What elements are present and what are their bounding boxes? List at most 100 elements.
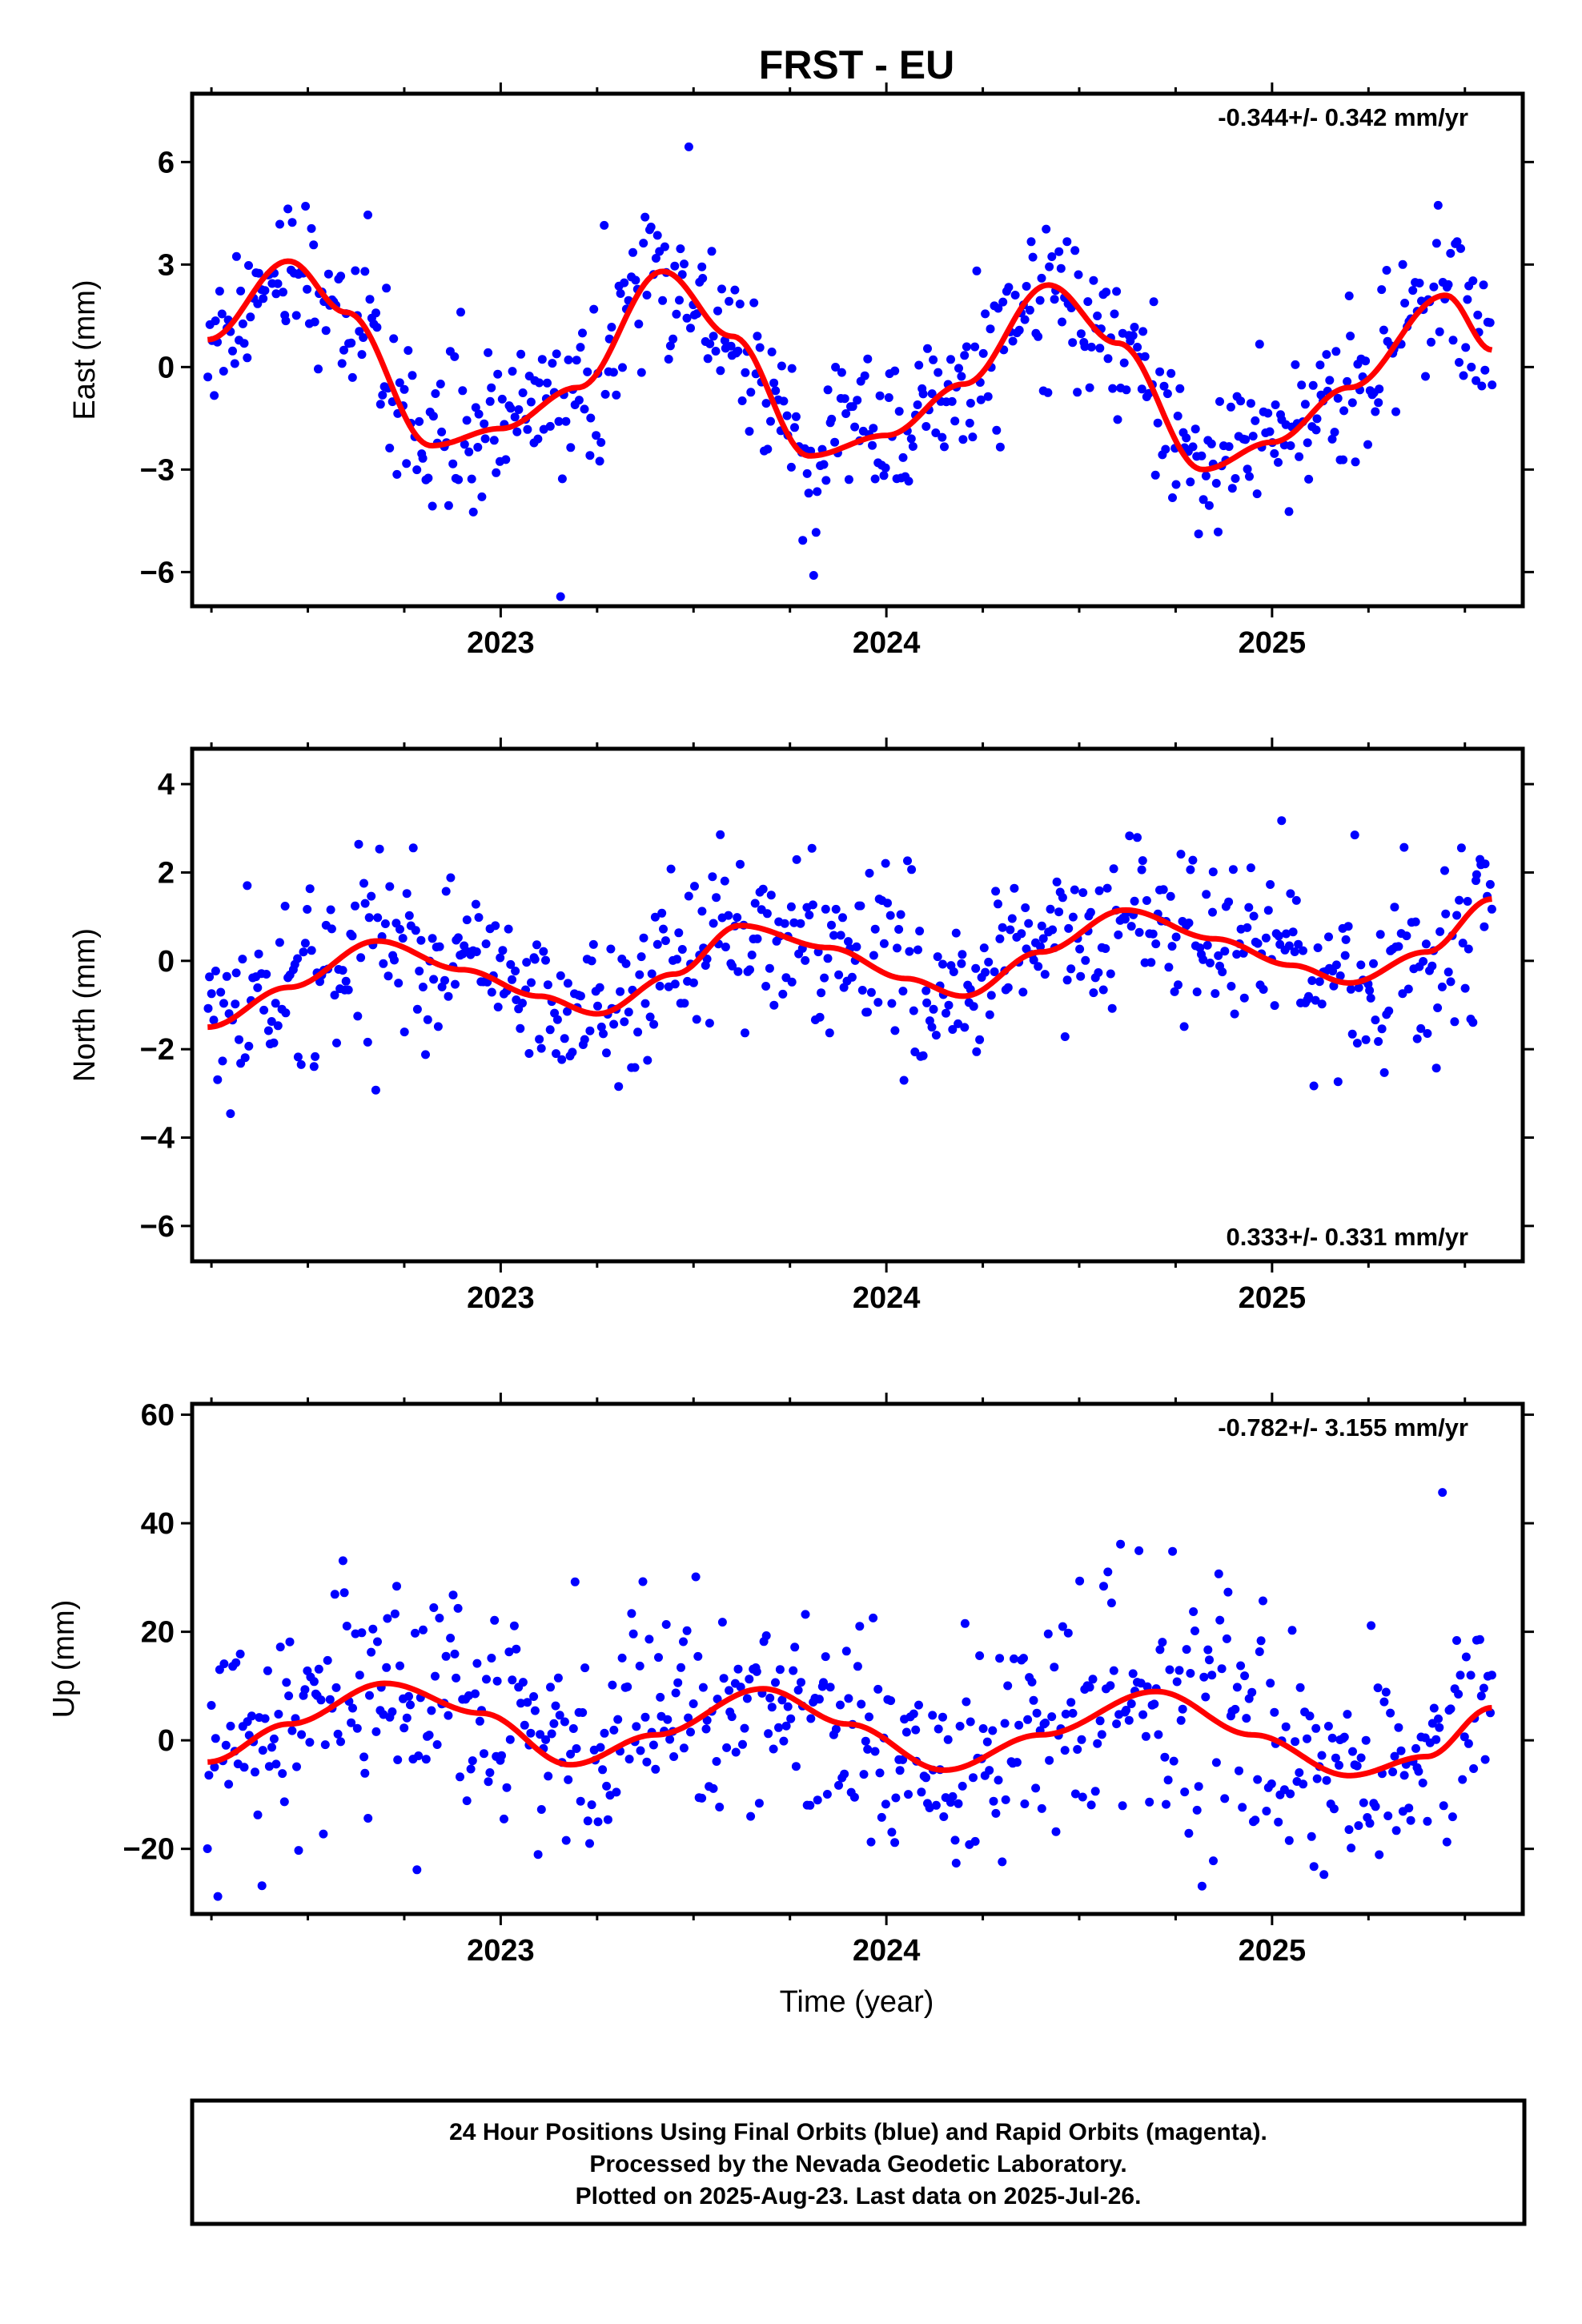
data-point: [1442, 1837, 1452, 1847]
data-point: [309, 240, 319, 250]
x-tick-label: 2024: [853, 626, 921, 660]
y-tick-label: 0: [158, 351, 175, 384]
data-point: [994, 304, 1003, 313]
data-point: [599, 1029, 608, 1039]
data-point: [727, 1712, 737, 1722]
data-point: [1162, 389, 1172, 399]
y-tick-label: −3: [140, 453, 175, 487]
data-point: [1262, 1807, 1271, 1815]
data-point: [1300, 400, 1310, 409]
data-point: [672, 309, 681, 319]
data-point: [693, 1651, 703, 1661]
data-point: [522, 958, 532, 967]
data-point: [1130, 896, 1139, 906]
data-point: [865, 868, 874, 878]
data-point: [1452, 1636, 1461, 1645]
data-point: [552, 1015, 562, 1024]
data-point: [1102, 883, 1112, 893]
data-point: [365, 295, 375, 304]
data-point: [602, 1048, 611, 1058]
data-point: [787, 977, 797, 987]
data-point: [303, 905, 312, 914]
data-point: [512, 1644, 521, 1654]
data-point: [709, 919, 718, 928]
data-point: [1371, 407, 1380, 416]
data-point: [211, 1734, 220, 1743]
data-point: [1022, 282, 1031, 291]
data-point: [1381, 1687, 1391, 1697]
data-point: [1134, 927, 1144, 937]
data-point: [1208, 867, 1218, 877]
data-point: [612, 390, 621, 400]
data-point: [1214, 951, 1223, 960]
data-point: [1339, 455, 1348, 464]
data-point: [484, 348, 493, 357]
data-point: [645, 1012, 655, 1022]
data-point: [412, 465, 422, 475]
data-point: [1377, 1024, 1387, 1034]
data-point: [863, 1007, 872, 1017]
data-point: [371, 1727, 381, 1736]
data-point: [1467, 362, 1476, 372]
data-point: [1308, 380, 1318, 390]
data-point: [1485, 318, 1495, 328]
data-point: [1371, 1015, 1380, 1025]
data-point: [314, 364, 323, 374]
data-point: [657, 908, 667, 918]
data-point: [1354, 1821, 1363, 1831]
data-point: [765, 963, 774, 973]
data-point: [394, 979, 404, 988]
data-point: [487, 383, 496, 392]
data-point: [686, 324, 695, 333]
data-point: [1331, 960, 1341, 970]
data-point: [431, 389, 440, 398]
data-point: [763, 444, 773, 454]
y-tick-label: −6: [140, 556, 175, 589]
data-point: [705, 1019, 714, 1028]
data-point: [606, 944, 616, 954]
data-point: [904, 476, 913, 486]
data-point: [1305, 1711, 1315, 1721]
data-point: [1138, 856, 1147, 866]
data-point: [960, 1618, 970, 1628]
data-point: [860, 371, 869, 380]
data-point: [991, 887, 1001, 896]
data-point: [1447, 1812, 1457, 1822]
data-point: [1231, 474, 1240, 483]
data-point: [1379, 325, 1388, 335]
data-point: [898, 987, 908, 996]
data-point: [1450, 1017, 1460, 1027]
data-point: [1085, 383, 1094, 392]
data-point: [988, 1726, 998, 1735]
data-point: [955, 1722, 965, 1731]
data-point: [293, 1052, 303, 1062]
data-point: [1271, 400, 1280, 409]
data-point: [301, 202, 311, 211]
data-point: [813, 1795, 822, 1805]
data-point: [1148, 929, 1158, 939]
data-point: [631, 275, 640, 285]
data-point: [1414, 1767, 1423, 1776]
data-point: [1418, 1778, 1427, 1787]
data-point: [720, 876, 729, 886]
data-point: [939, 1812, 949, 1821]
data-point: [502, 1783, 512, 1792]
data-point: [1252, 489, 1262, 499]
data-point: [1116, 1539, 1126, 1549]
data-point: [1400, 299, 1410, 308]
data-point: [1340, 951, 1350, 960]
data-point: [1350, 830, 1359, 840]
data-point: [230, 359, 239, 368]
data-point: [535, 378, 544, 388]
data-point: [781, 1721, 791, 1731]
data-point: [1109, 1666, 1118, 1675]
data-point: [585, 1839, 594, 1848]
data-point: [477, 492, 487, 501]
data-point: [283, 204, 293, 214]
data-point: [592, 431, 601, 440]
north-panel: 2023 2024 2025 4 2 0 −2 −4 −6 North (mm) 0.333+/- …: [68, 738, 1534, 1315]
data-point: [1270, 448, 1279, 458]
data-point: [655, 981, 665, 991]
data-point: [1429, 1703, 1439, 1713]
data-point: [1232, 950, 1242, 959]
